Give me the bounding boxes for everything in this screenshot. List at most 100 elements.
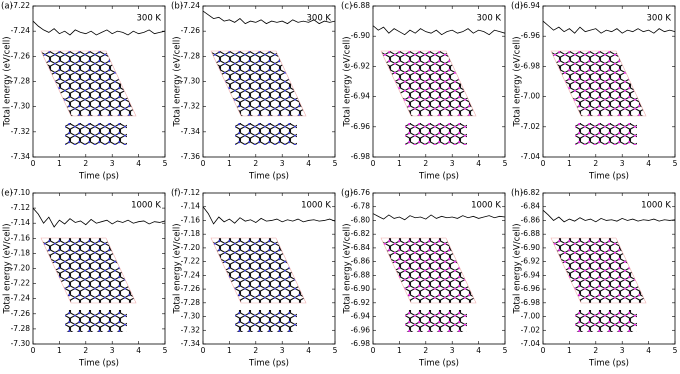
energy-line: [203, 10, 335, 25]
x-tick-label: 1: [227, 346, 232, 355]
y-tick-label: -7.26: [11, 309, 31, 318]
y-tick-label: -7.20: [11, 264, 31, 273]
y-tick-label: -7.32: [11, 127, 31, 136]
y-tick-label: -7.28: [11, 77, 31, 86]
y-tick-label: -6.88: [521, 229, 541, 238]
x-tick-label: 1: [227, 159, 232, 168]
energy-line: [373, 213, 505, 221]
y-tick-label: -6.92: [351, 61, 371, 70]
y-tick-label: -7.00: [521, 312, 541, 321]
structure-top-view: [210, 50, 307, 117]
temperature-annotation: 1000 K: [641, 201, 671, 211]
y-tick-label: -7.34: [181, 339, 201, 348]
structure-side-view: [575, 123, 637, 145]
x-tick-label: 0: [201, 346, 206, 355]
x-tick-label: 4: [646, 346, 651, 355]
energy-line: [373, 25, 505, 36]
panel-label: (b): [171, 2, 183, 12]
structure-side-view: [405, 310, 467, 332]
y-tick-label: -6.94: [351, 92, 371, 101]
x-tick-label: 0: [541, 346, 546, 355]
structure-side-view: [235, 310, 297, 332]
y-tick-label: -6.78: [351, 202, 371, 211]
y-tick-label: -7.12: [11, 203, 31, 212]
panel-label: (g): [341, 189, 353, 199]
y-tick-label: -6.98: [521, 61, 541, 70]
y-axis-label: Total energy (eV/cell): [513, 223, 523, 314]
x-tick-label: 0: [31, 159, 36, 168]
x-tick-label: 4: [306, 159, 311, 168]
x-tick-label: 3: [110, 346, 115, 355]
y-tick-label: -7.20: [181, 243, 201, 252]
temperature-annotation: 1000 K: [301, 201, 331, 211]
x-tick-label: 2: [253, 159, 258, 168]
energy-line: [203, 206, 335, 225]
x-tick-label: 1: [57, 346, 62, 355]
x-tick-label: 0: [31, 346, 36, 355]
y-tick-label: -7.28: [11, 324, 31, 333]
y-axis-label: Total energy (eV/cell): [3, 36, 13, 127]
y-tick-label: -6.96: [351, 325, 371, 334]
x-tick-label: 3: [280, 346, 285, 355]
x-tick-label: 2: [593, 346, 598, 355]
structure-side-view: [235, 123, 297, 145]
energy-line: [33, 20, 165, 36]
y-tick-label: -7.34: [11, 152, 31, 161]
temperature-annotation: 1000 K: [471, 201, 501, 211]
x-tick-label: 1: [57, 159, 62, 168]
structure-side-view: [405, 123, 467, 145]
x-tick-label: 1: [397, 346, 402, 355]
x-tick-label: 3: [110, 159, 115, 168]
x-tick-label: 2: [593, 159, 598, 168]
x-tick-label: 4: [646, 159, 651, 168]
x-tick-label: 0: [541, 159, 546, 168]
x-axis-label: Time (ps): [588, 172, 629, 182]
y-tick-label: -6.94: [351, 312, 371, 321]
structure-top-view: [550, 50, 647, 117]
x-axis-label: Time (ps): [418, 359, 459, 369]
y-tick-label: -7.24: [181, 1, 201, 10]
y-axis-label: Total energy (eV/cell): [343, 223, 353, 314]
y-tick-label: -6.96: [521, 31, 541, 40]
y-tick-label: -6.98: [351, 339, 371, 348]
x-tick-label: 2: [253, 346, 258, 355]
x-tick-label: 5: [333, 346, 338, 355]
x-tick-label: 0: [201, 159, 206, 168]
temperature-annotation: 300 K: [307, 14, 332, 24]
y-tick-label: -7.30: [11, 102, 31, 111]
y-tick-label: -7.30: [181, 312, 201, 321]
y-tick-label: -7.22: [11, 279, 31, 288]
structure-top-view: [380, 237, 477, 304]
structure-top-view: [40, 237, 137, 304]
panel-label: (e): [1, 189, 13, 199]
temperature-annotation: 1000 K: [131, 201, 161, 211]
y-tick-label: -7.16: [11, 233, 31, 242]
y-tick-label: -7.26: [11, 51, 31, 60]
y-tick-label: -6.96: [351, 122, 371, 131]
y-tick-label: -7.30: [181, 77, 201, 86]
y-tick-label: -7.34: [181, 127, 201, 136]
structure-side-view: [575, 310, 637, 332]
y-tick-label: -7.02: [521, 122, 541, 131]
y-tick-label: -7.36: [181, 152, 201, 161]
panel-label: (d): [511, 2, 523, 12]
x-tick-label: 2: [83, 159, 88, 168]
y-tick-label: -7.04: [521, 339, 541, 348]
y-tick-label: -7.32: [181, 325, 201, 334]
x-tick-label: 3: [620, 159, 625, 168]
y-tick-label: -7.10: [11, 188, 31, 197]
structure-top-view: [550, 237, 647, 304]
x-tick-label: 5: [673, 159, 678, 168]
y-tick-label: -6.82: [351, 229, 371, 238]
y-tick-label: -6.90: [521, 243, 541, 252]
x-tick-label: 1: [567, 159, 572, 168]
x-tick-label: 3: [450, 159, 455, 168]
y-tick-label: -6.90: [351, 284, 371, 293]
energy-line: [33, 207, 165, 228]
x-tick-label: 4: [476, 159, 481, 168]
x-tick-label: 3: [450, 346, 455, 355]
y-tick-label: -7.18: [181, 229, 201, 238]
x-tick-label: 0: [371, 159, 376, 168]
y-tick-label: -6.98: [521, 298, 541, 307]
